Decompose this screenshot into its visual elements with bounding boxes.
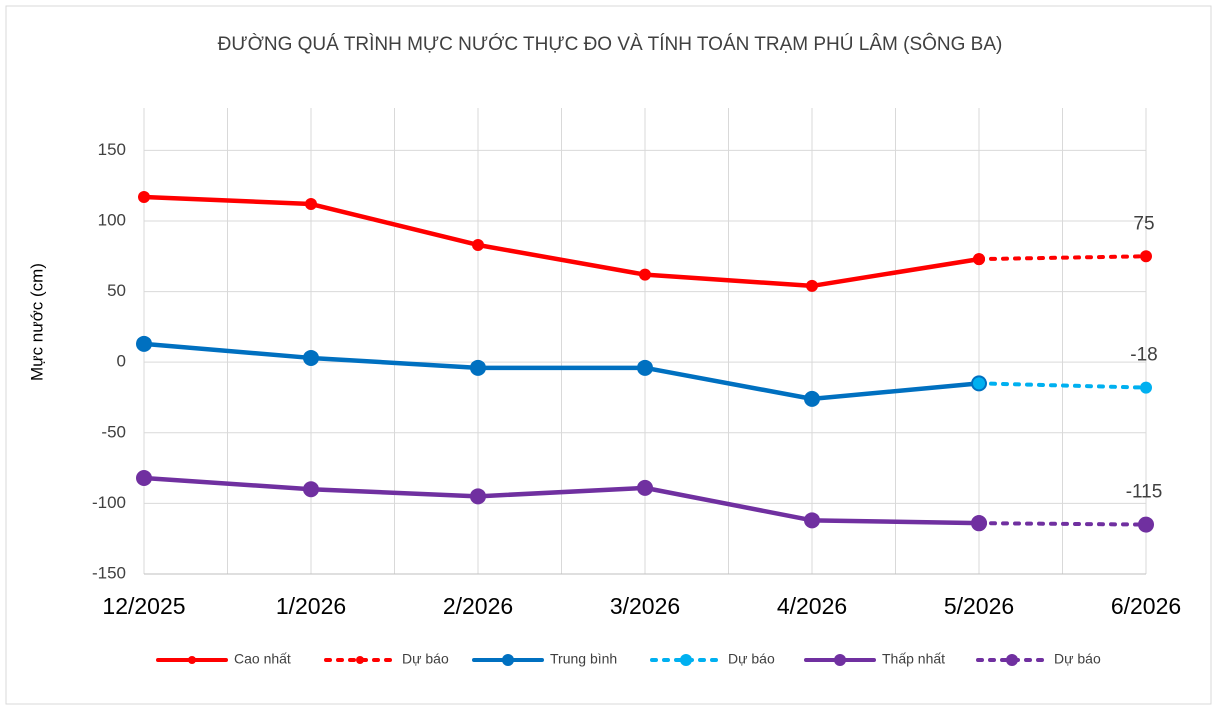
chart-title: ĐƯỜNG QUÁ TRÌNH MỰC NƯỚC THỰC ĐO VÀ TÍNH… [218, 33, 1003, 55]
y-axis-label: Mực nước (cm) [27, 263, 46, 381]
legend-marker [1006, 654, 1018, 666]
data-point [806, 279, 818, 292]
series-line [141, 341, 982, 402]
legend-marker [356, 656, 364, 664]
data-label: -18 [1130, 345, 1157, 366]
data-point [637, 479, 653, 496]
legend-label: Dự báo [1054, 651, 1101, 667]
data-point [470, 359, 486, 376]
y-tick-label: 0 [117, 352, 126, 371]
legend-label: Thấp nhất [882, 651, 945, 667]
data-point [136, 335, 152, 352]
x-tick-label: 5/2026 [944, 593, 1014, 619]
data-point [971, 515, 987, 532]
x-tick-label: 2/2026 [443, 593, 513, 619]
data-point [639, 268, 651, 281]
y-tick-label: -100 [92, 493, 126, 512]
legend-label: Dự báo [402, 651, 449, 667]
data-point [138, 190, 150, 203]
data-point [472, 238, 484, 251]
series-line [141, 194, 982, 289]
series-line [977, 381, 1148, 390]
data-point [1138, 516, 1154, 533]
y-tick-label: 100 [98, 210, 126, 229]
data-label: 75 [1133, 213, 1154, 234]
y-tick-label: 50 [107, 281, 126, 300]
legend-marker [502, 654, 514, 666]
data-point [470, 488, 486, 505]
data-point [637, 359, 653, 376]
legend-label: Cao nhất [234, 651, 291, 667]
x-tick-label: 12/2025 [102, 593, 185, 619]
y-tick-label: -150 [92, 563, 126, 582]
legend-marker [834, 654, 846, 666]
legend-marker [680, 654, 692, 666]
y-tick-label: 150 [98, 140, 126, 159]
data-point [1140, 250, 1152, 263]
data-point [303, 481, 319, 498]
data-point [973, 253, 985, 266]
data-point [136, 469, 152, 486]
x-tick-label: 1/2026 [276, 593, 346, 619]
legend-label: Trung bình [550, 651, 617, 667]
legend-label: Dự báo [728, 651, 775, 667]
data-point [303, 349, 319, 366]
data-label: -115 [1126, 482, 1163, 503]
y-tick-label: -50 [101, 422, 126, 441]
series-line [977, 521, 1148, 527]
data-point [973, 377, 985, 390]
data-point [804, 390, 820, 407]
series-line [141, 475, 982, 526]
x-tick-label: 4/2026 [777, 593, 847, 619]
series-line [977, 254, 1148, 262]
data-point [1140, 381, 1152, 394]
legend-marker [188, 656, 196, 664]
data-point [804, 512, 820, 529]
x-tick-label: 3/2026 [610, 593, 680, 619]
data-point [305, 198, 317, 211]
x-tick-label: 6/2026 [1111, 593, 1181, 619]
chart-frame [5, 5, 1212, 705]
